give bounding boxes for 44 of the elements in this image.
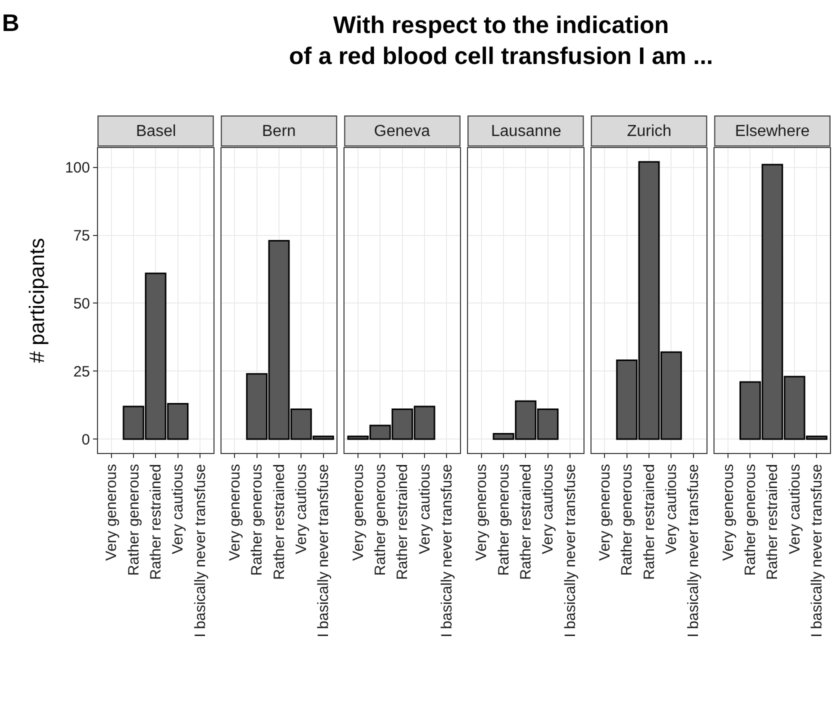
x-tick-label: I basically never transfuse <box>315 464 332 638</box>
x-tick-label: Rather generous <box>618 464 636 576</box>
y-tick-label: 25 <box>73 363 90 380</box>
chart-title: Basel <box>136 123 176 140</box>
y-tick-label: 100 <box>64 160 90 177</box>
chart-title: Zurich <box>627 123 672 140</box>
y-tick-label: 75 <box>73 228 90 245</box>
x-tick-label: Very generous <box>103 464 120 561</box>
chart-title: Elsewhere <box>735 123 810 140</box>
y-axis-title: # participants <box>26 238 50 363</box>
x-tick-label: I basically never transfuse <box>562 464 579 638</box>
x-tick-label: Rather restrained <box>640 464 658 580</box>
x-tick-label: Very generous <box>350 464 367 561</box>
y-tick-label: 0 <box>82 431 90 448</box>
chart-title: Bern <box>262 123 296 140</box>
x-tick-label: Very cautious <box>416 464 434 554</box>
x-tick-label: Very cautious <box>293 464 310 554</box>
x-tick-label: Very cautious <box>786 464 804 554</box>
chart-title: Geneva <box>374 123 430 140</box>
x-tick-label: Rather generous <box>742 464 760 576</box>
x-tick-label: I basically never transfuse <box>685 464 702 638</box>
x-tick-label: Rather restrained <box>518 464 535 580</box>
x-tick-label: Rather generous <box>125 464 142 576</box>
x-tick-label: Very generous <box>473 464 490 561</box>
x-tick-label: Rather generous <box>372 464 390 576</box>
x-tick-label: Rather restrained <box>148 464 165 580</box>
x-tick-label: Rather restrained <box>764 464 782 580</box>
x-tick-label: Rather generous <box>248 464 266 576</box>
x-tick-label: Very cautious <box>170 464 187 554</box>
text: B <box>2 10 20 37</box>
x-tick-label: Very generous <box>720 464 737 561</box>
x-tick-label: Rather generous <box>495 464 512 576</box>
x-tick-label: Very generous <box>226 464 244 561</box>
text: With respect to the indication of a red blood cell transfusion I am ... <box>289 12 714 70</box>
x-tick-label: Very cautious <box>540 464 557 554</box>
x-tick-label: I basically never transfuse <box>808 464 826 638</box>
x-tick-label: Very cautious <box>663 464 680 554</box>
y-tick-label: 50 <box>73 295 90 312</box>
x-tick-label: Rather restrained <box>270 464 288 580</box>
chart-title: Lausanne <box>491 123 562 140</box>
x-tick-label: Rather restrained <box>394 464 412 580</box>
x-tick-label: Very generous <box>596 464 614 561</box>
x-tick-label: I basically never transfuse <box>192 464 209 638</box>
x-tick-label: I basically never transfuse <box>438 464 456 638</box>
